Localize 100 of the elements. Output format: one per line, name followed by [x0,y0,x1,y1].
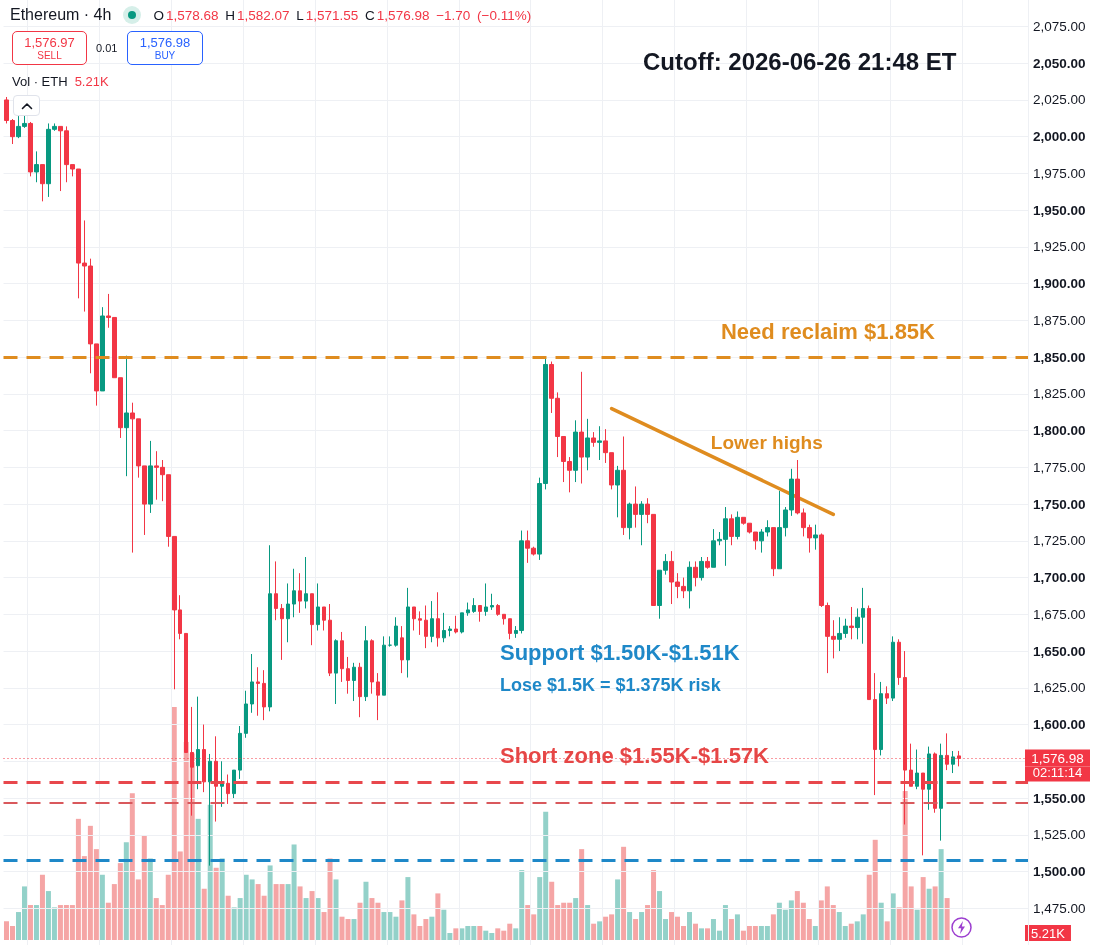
bar [201,888,207,940]
series-label: Lower highs [710,432,823,454]
bar [225,895,231,940]
candlestick [400,625,404,674]
candlestick [699,556,704,582]
candlestick [28,121,33,177]
y-tick-label: 1,700.00 [1033,570,1086,586]
bar [267,865,273,940]
candlestick [885,685,889,705]
candlestick [226,774,230,805]
bar [698,928,704,940]
bar [938,849,944,940]
candlestick [232,769,236,799]
y-tick-label: 1,925.00 [1033,239,1086,255]
bar [219,858,225,940]
annotation: Lose $1.5K = $1.375K risk [500,675,722,695]
bar [615,879,621,940]
y-tick-label: 1,525.00 [1033,827,1086,843]
bar [579,849,585,940]
bar [195,818,201,940]
bar [399,900,405,940]
bar [309,891,315,940]
candlestick [274,560,278,621]
candlestick [813,524,818,551]
bar [812,926,818,940]
y-tick-label: 1,550.00 [1033,790,1086,806]
candlestick [448,625,452,637]
bar [944,898,950,940]
y-tick-label: 1,900.00 [1033,276,1086,292]
y-tick-label: 2,000.00 [1033,129,1086,145]
candlestick [927,746,931,811]
candlestick [472,597,476,614]
bar [890,893,896,940]
bar [405,877,411,940]
bar [728,919,734,940]
candlestick [585,418,590,471]
annotation: 1,576.98 [138,35,192,50]
candlestick [639,500,644,546]
candlestick [322,606,326,631]
candlestick [615,465,620,518]
y-tick-label: 1,825.00 [1033,386,1086,402]
ref-line-label: 1,576.98 [1031,751,1084,767]
bar [147,858,153,940]
candlestick [382,635,386,696]
candlestick [424,605,428,649]
text: 5.21K [1031,926,1066,941]
candlestick [412,606,416,631]
bar [932,886,938,940]
bar [357,902,363,940]
bar [639,912,645,940]
candlestick [867,605,871,701]
candlestick [280,603,284,661]
annotation: 1,576.97 [23,35,76,50]
bar [884,921,890,940]
chart-title: Vol · ETH [12,74,68,89]
candlestick [256,666,260,717]
candlestick [292,568,296,618]
candlestick [771,527,776,577]
candlestick [466,602,470,617]
candlestick [286,582,290,643]
annotation: 5.21K [74,74,109,89]
annotation: Short zone $1.55K-$1.57K [500,742,770,768]
candlestick [244,690,248,739]
bar [591,923,597,940]
candlestick [921,772,925,856]
candlestick [508,618,512,640]
candlestick [304,556,308,609]
y-tick-label: 2,050.00 [1033,55,1086,71]
bar [333,879,339,940]
candlestick [100,306,105,392]
bar [914,909,920,940]
candlestick [591,431,596,448]
bar [920,877,926,940]
candlestick [478,605,482,623]
candlestick [849,606,854,640]
candlestick [340,631,344,683]
candlestick [502,613,506,626]
bar [704,928,710,940]
bar [692,923,698,940]
bar [303,898,309,940]
candlestick [328,603,332,677]
bar [573,898,579,940]
y-tick-label: 1,750.00 [1033,496,1086,512]
candlestick [406,587,410,679]
bar [597,921,603,940]
candlestick [148,440,153,514]
bar [734,914,740,940]
bar [585,905,591,940]
bar [429,916,435,940]
candlestick [454,615,458,634]
y-tick-label: 1,975.00 [1033,165,1086,181]
candlestick [573,419,578,483]
candlestick [484,582,488,617]
candlestick [34,150,39,183]
y-tick-label: 1,950.00 [1033,202,1086,218]
candlestick [915,749,919,790]
chart-title: Ethereum · 4h [10,6,112,24]
candlestick [250,653,254,714]
candlestick [951,750,955,774]
text: 02:11:14 [1032,765,1083,781]
